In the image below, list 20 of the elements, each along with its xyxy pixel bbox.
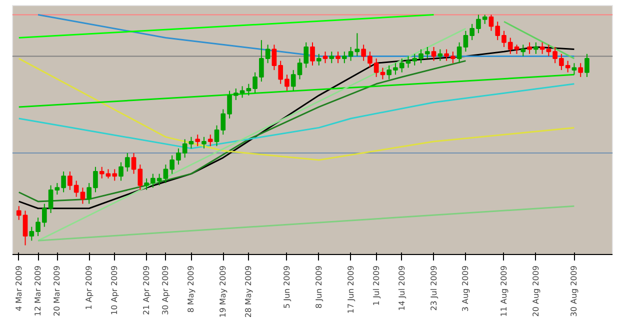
x-tick-label: 30 Aug 2009 [570, 265, 579, 317]
x-tick-label: 8 Jun 2009 [314, 265, 324, 309]
x-tick-label: 19 May 2009 [218, 265, 228, 318]
x-tick-label: 20 Mar 2009 [52, 266, 62, 316]
x-tick-label: 21 Apr 2009 [142, 265, 152, 315]
x-tick-label: 14 Jul 2009 [397, 265, 406, 311]
x-tick-label: 10 Apr 2009 [110, 265, 120, 315]
x-tick-label: 1 Jul 2009 [372, 266, 381, 306]
x-tick-label: 23 Jul 2009 [429, 265, 438, 311]
x-tick-label: 1 Apr 2009 [84, 266, 94, 310]
x-tick-label: 17 Jun 2009 [346, 266, 356, 314]
x-tick-label: 11 Aug 2009 [499, 265, 508, 317]
x-tick-label: 5 Jun 2009 [282, 265, 292, 309]
x-tick-label: 12 Mar 2009 [34, 266, 43, 316]
x-tick-label: 8 May 2009 [186, 265, 196, 313]
x-tick-label: 20 Aug 2009 [531, 265, 540, 317]
x-tick-label: 28 May 2009 [244, 265, 254, 318]
x-tick-label: 4 Mar 2009 [14, 265, 24, 312]
x-tick-label: 30 Apr 2009 [161, 265, 170, 315]
x-tick-label: 3 Aug 2009 [461, 266, 470, 312]
